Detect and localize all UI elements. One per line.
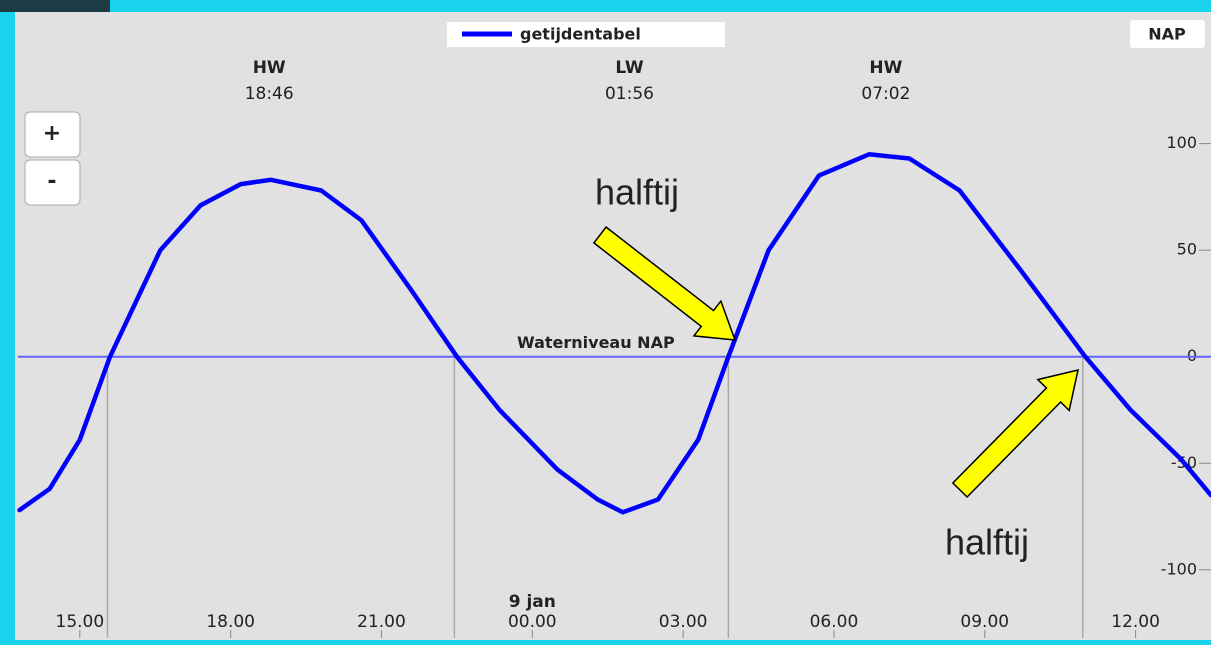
button-label[interactable]: - <box>47 169 56 194</box>
annotation-arrow <box>951 368 1079 499</box>
tide-line <box>17 152 1211 515</box>
zoom-in-button[interactable]: + <box>24 111 81 158</box>
x-tick-label: 06.00 <box>810 612 859 632</box>
button-box[interactable] <box>24 159 81 206</box>
y-tick-label: 100 <box>1166 133 1197 152</box>
window-corner <box>0 0 110 12</box>
x-tick-label: 00.00 <box>508 612 557 632</box>
button-box[interactable] <box>24 111 81 158</box>
y-tick-label: -100 <box>1161 559 1197 578</box>
x-tick-label: 21.00 <box>357 612 406 632</box>
annotation-arrow <box>592 226 737 341</box>
y-axis-label: NAP <box>1148 25 1186 44</box>
annotation-label: halftij <box>595 172 679 213</box>
event-time: 01:56 <box>605 84 654 104</box>
event-time: 07:02 <box>861 84 910 104</box>
legend-label: getijdentabel <box>520 25 641 44</box>
event-time: 18:46 <box>245 84 294 104</box>
date-label: 9 jan <box>509 592 556 612</box>
event-label: HW <box>253 58 286 78</box>
y-tick-label: 50 <box>1177 240 1197 259</box>
zoom-out-button[interactable]: - <box>24 159 81 206</box>
x-tick-label: 12.00 <box>1111 612 1160 632</box>
under-layer: -100-5005010015.0018.0021.0000.0003.0006… <box>17 133 1211 638</box>
event-label: LW <box>615 58 644 78</box>
over-layer: NAP + - halftij halftij HW 18:46 LW 01:56 HW… <box>24 20 1205 563</box>
annotation-label: halftij <box>945 522 1029 563</box>
event-label: HW <box>869 58 902 78</box>
x-tick-label: 15.00 <box>56 612 105 632</box>
x-tick-label: 09.00 <box>960 612 1009 632</box>
x-tick-label: 18.00 <box>206 612 255 632</box>
axis-label-box <box>1130 20 1205 48</box>
reference-label: Waterniveau NAP <box>517 333 675 352</box>
button-label[interactable]: + <box>43 121 61 146</box>
x-tick-label: 03.00 <box>659 612 708 632</box>
plot-panel <box>15 12 1211 640</box>
